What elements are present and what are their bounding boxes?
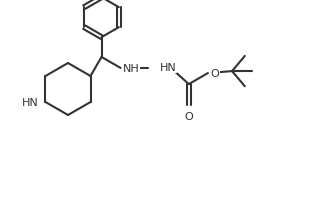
Text: O: O: [211, 69, 220, 79]
Text: NH: NH: [123, 64, 139, 74]
Text: HN: HN: [22, 97, 39, 108]
Text: O: O: [185, 111, 193, 121]
Text: HN: HN: [160, 63, 177, 73]
